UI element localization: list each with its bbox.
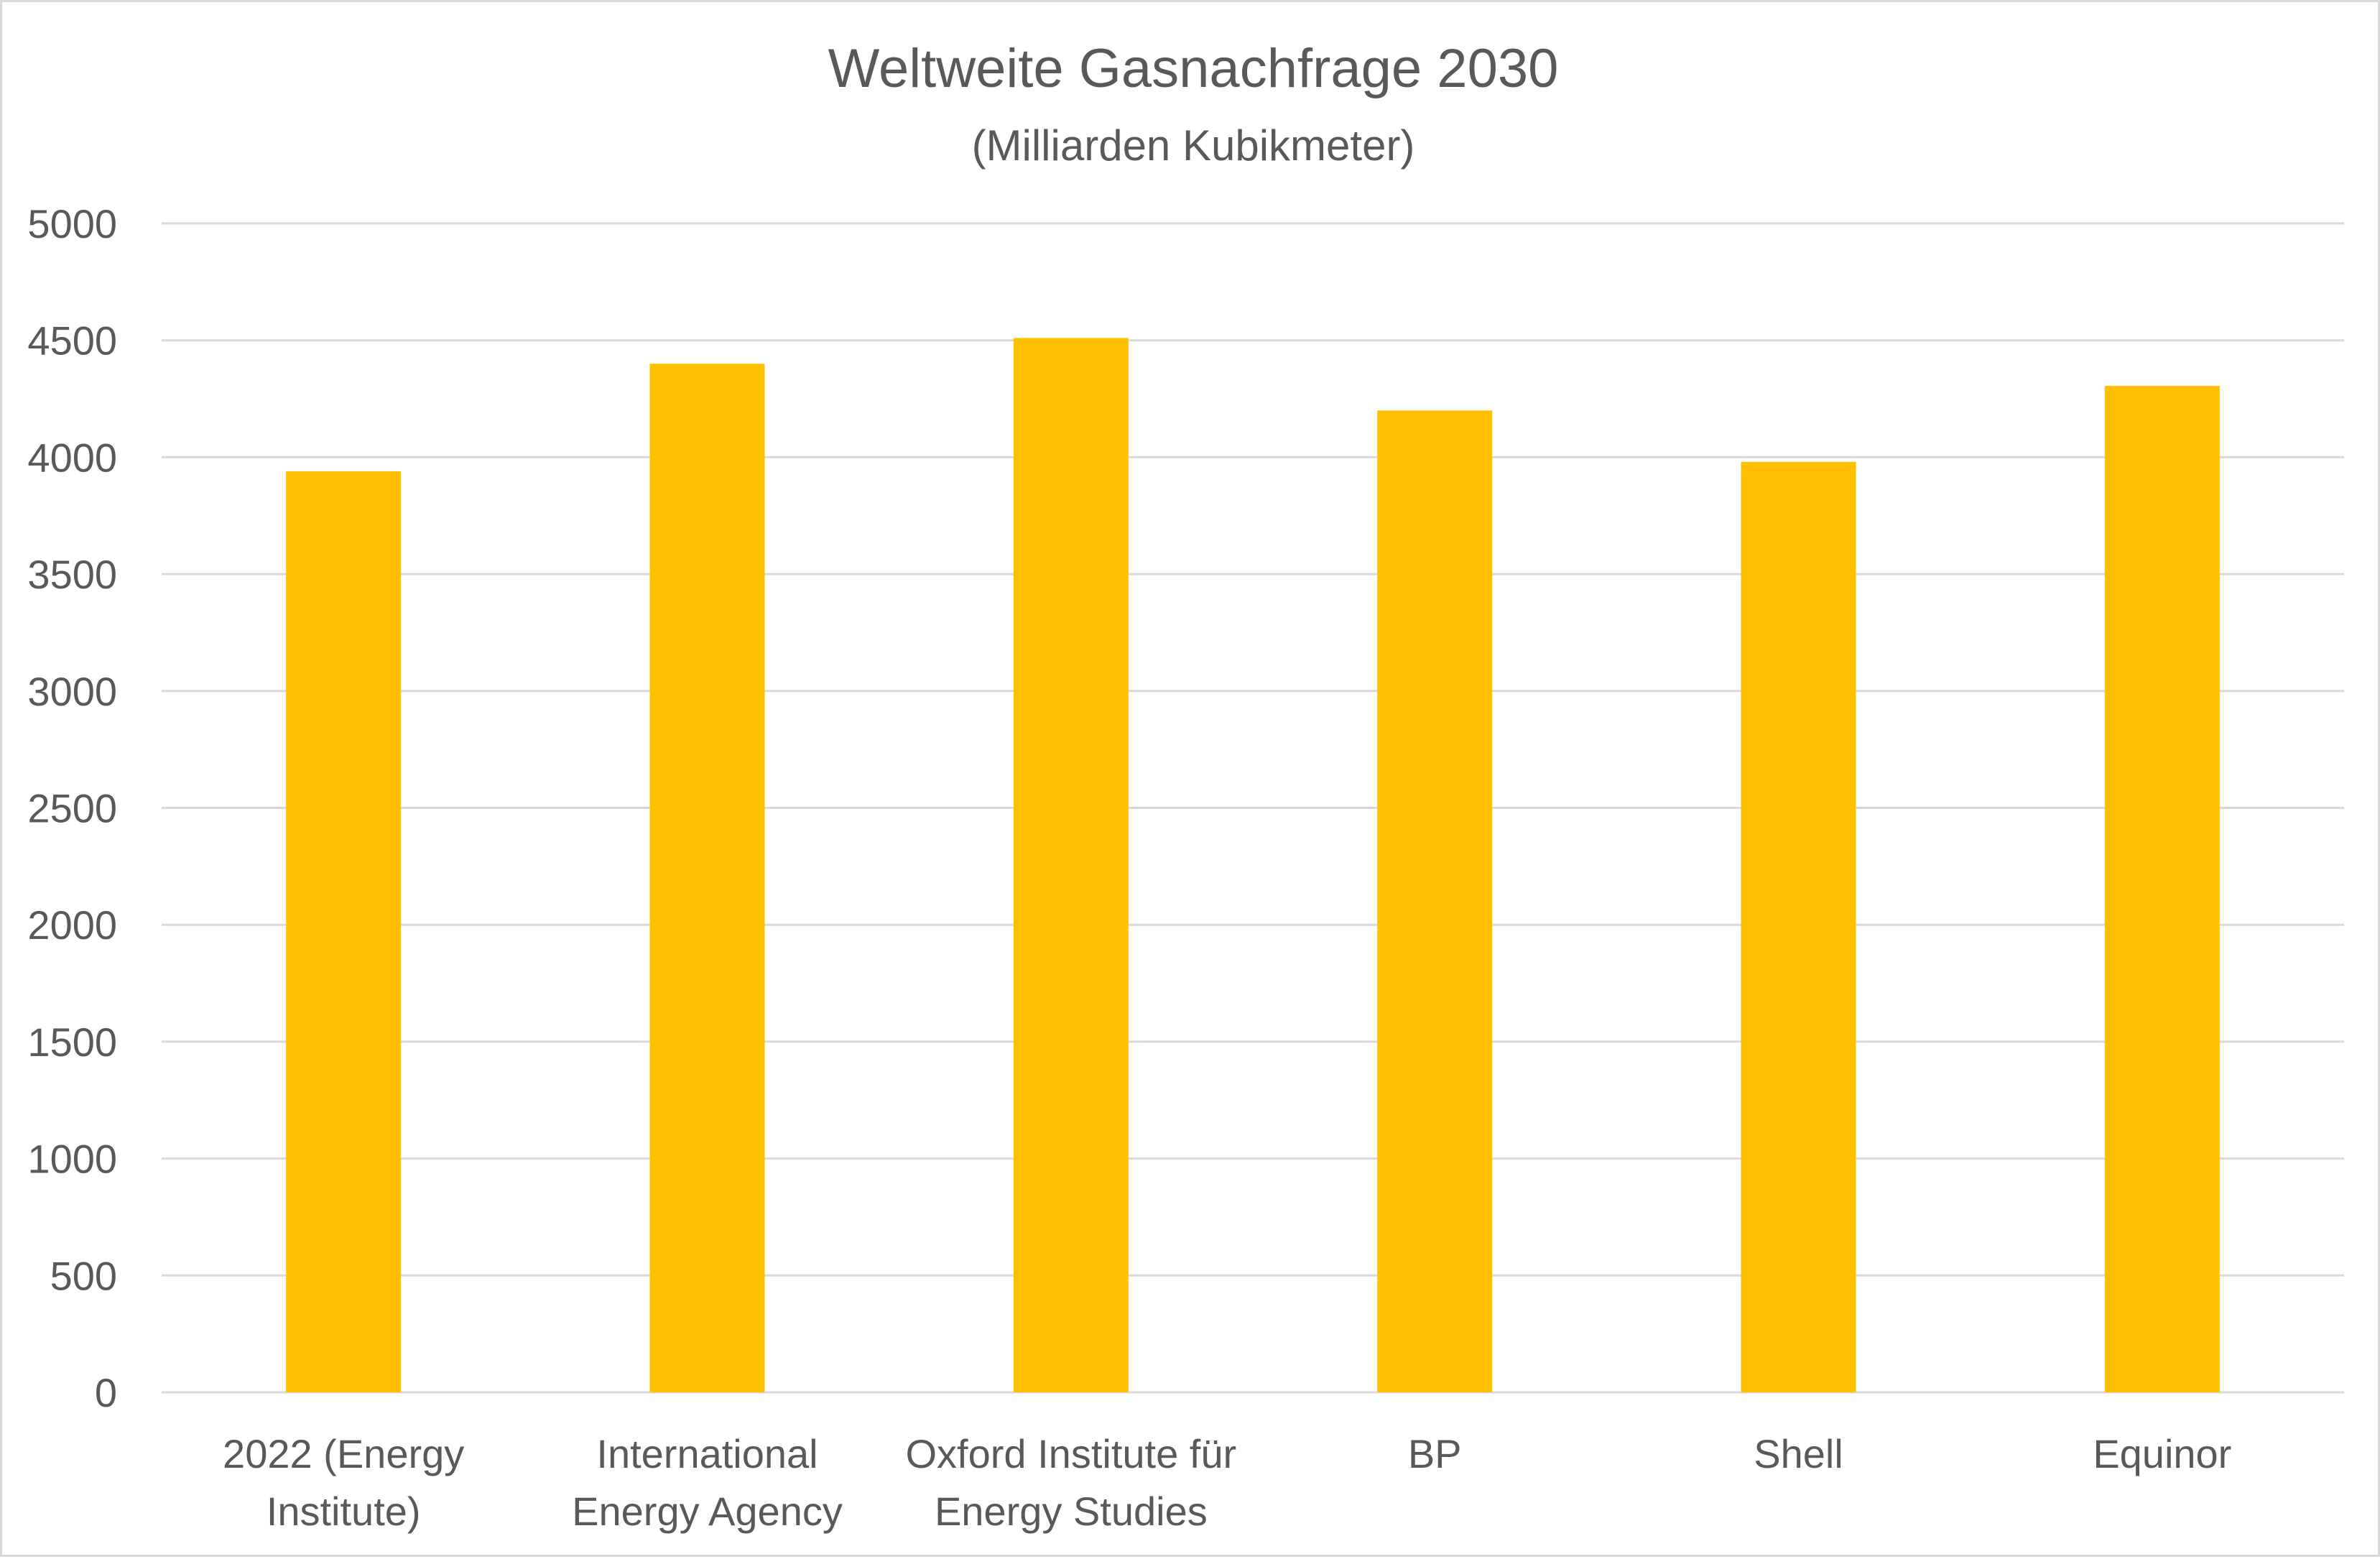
y-tick-label: 2500 — [27, 786, 117, 831]
x-category-label-line: Oxford Institute für — [906, 1431, 1237, 1476]
bar-3 — [1377, 410, 1493, 1392]
y-tick-label: 1000 — [27, 1137, 117, 1182]
y-tick-label: 500 — [50, 1253, 117, 1298]
y-axis-ticks: 0 500 1000 1500 2000 2500 3000 3500 4000 4500 5000 — [27, 201, 117, 1415]
x-category-label: Shell — [1754, 1431, 1843, 1476]
y-tick-label: 4500 — [27, 318, 117, 364]
chart-title-group: Weltweite Gasnachfrage 2030 (Milliarden … — [828, 38, 1559, 170]
y-tick-label: 1500 — [27, 1019, 117, 1065]
x-category-label: 2022 (Energy Institute) — [223, 1431, 464, 1534]
y-tick-label: 3500 — [27, 552, 117, 597]
x-category-label-line: Energy Agency — [572, 1489, 843, 1534]
bar-4 — [1741, 461, 1856, 1393]
y-tick-label: 3000 — [27, 669, 117, 714]
bar-1 — [649, 364, 765, 1392]
x-category-label-line: Shell — [1754, 1431, 1843, 1476]
x-category-label: BP — [1408, 1431, 1462, 1476]
bar-0 — [286, 471, 402, 1392]
x-axis-labels: 2022 (Energy Institute) International Energ… — [223, 1431, 2231, 1534]
bars — [286, 338, 2220, 1393]
x-category-label: International Energy Agency — [572, 1431, 843, 1534]
y-tick-label: 2000 — [27, 902, 117, 948]
x-category-label: Equinor — [2093, 1431, 2231, 1476]
y-tick-label: 4000 — [27, 435, 117, 480]
x-category-label: Oxford Institute für Energy Studies — [906, 1431, 1237, 1534]
y-tick-label: 0 — [95, 1370, 117, 1415]
y-tick-label: 5000 — [27, 201, 117, 246]
x-category-label-line: BP — [1408, 1431, 1462, 1476]
chart-subtitle: (Milliarden Kubikmeter) — [972, 121, 1415, 170]
x-category-label-line: Institute) — [267, 1489, 421, 1534]
x-category-label-line: International — [596, 1431, 818, 1476]
chart-title: Weltweite Gasnachfrage 2030 — [828, 38, 1559, 99]
x-category-label-line: 2022 (Energy — [223, 1431, 464, 1476]
x-category-label-line: Equinor — [2093, 1431, 2231, 1476]
bar-5 — [2104, 386, 2220, 1392]
bar-2 — [1013, 338, 1129, 1392]
gridlines — [162, 222, 2344, 1394]
x-category-label-line: Energy Studies — [935, 1489, 1208, 1534]
